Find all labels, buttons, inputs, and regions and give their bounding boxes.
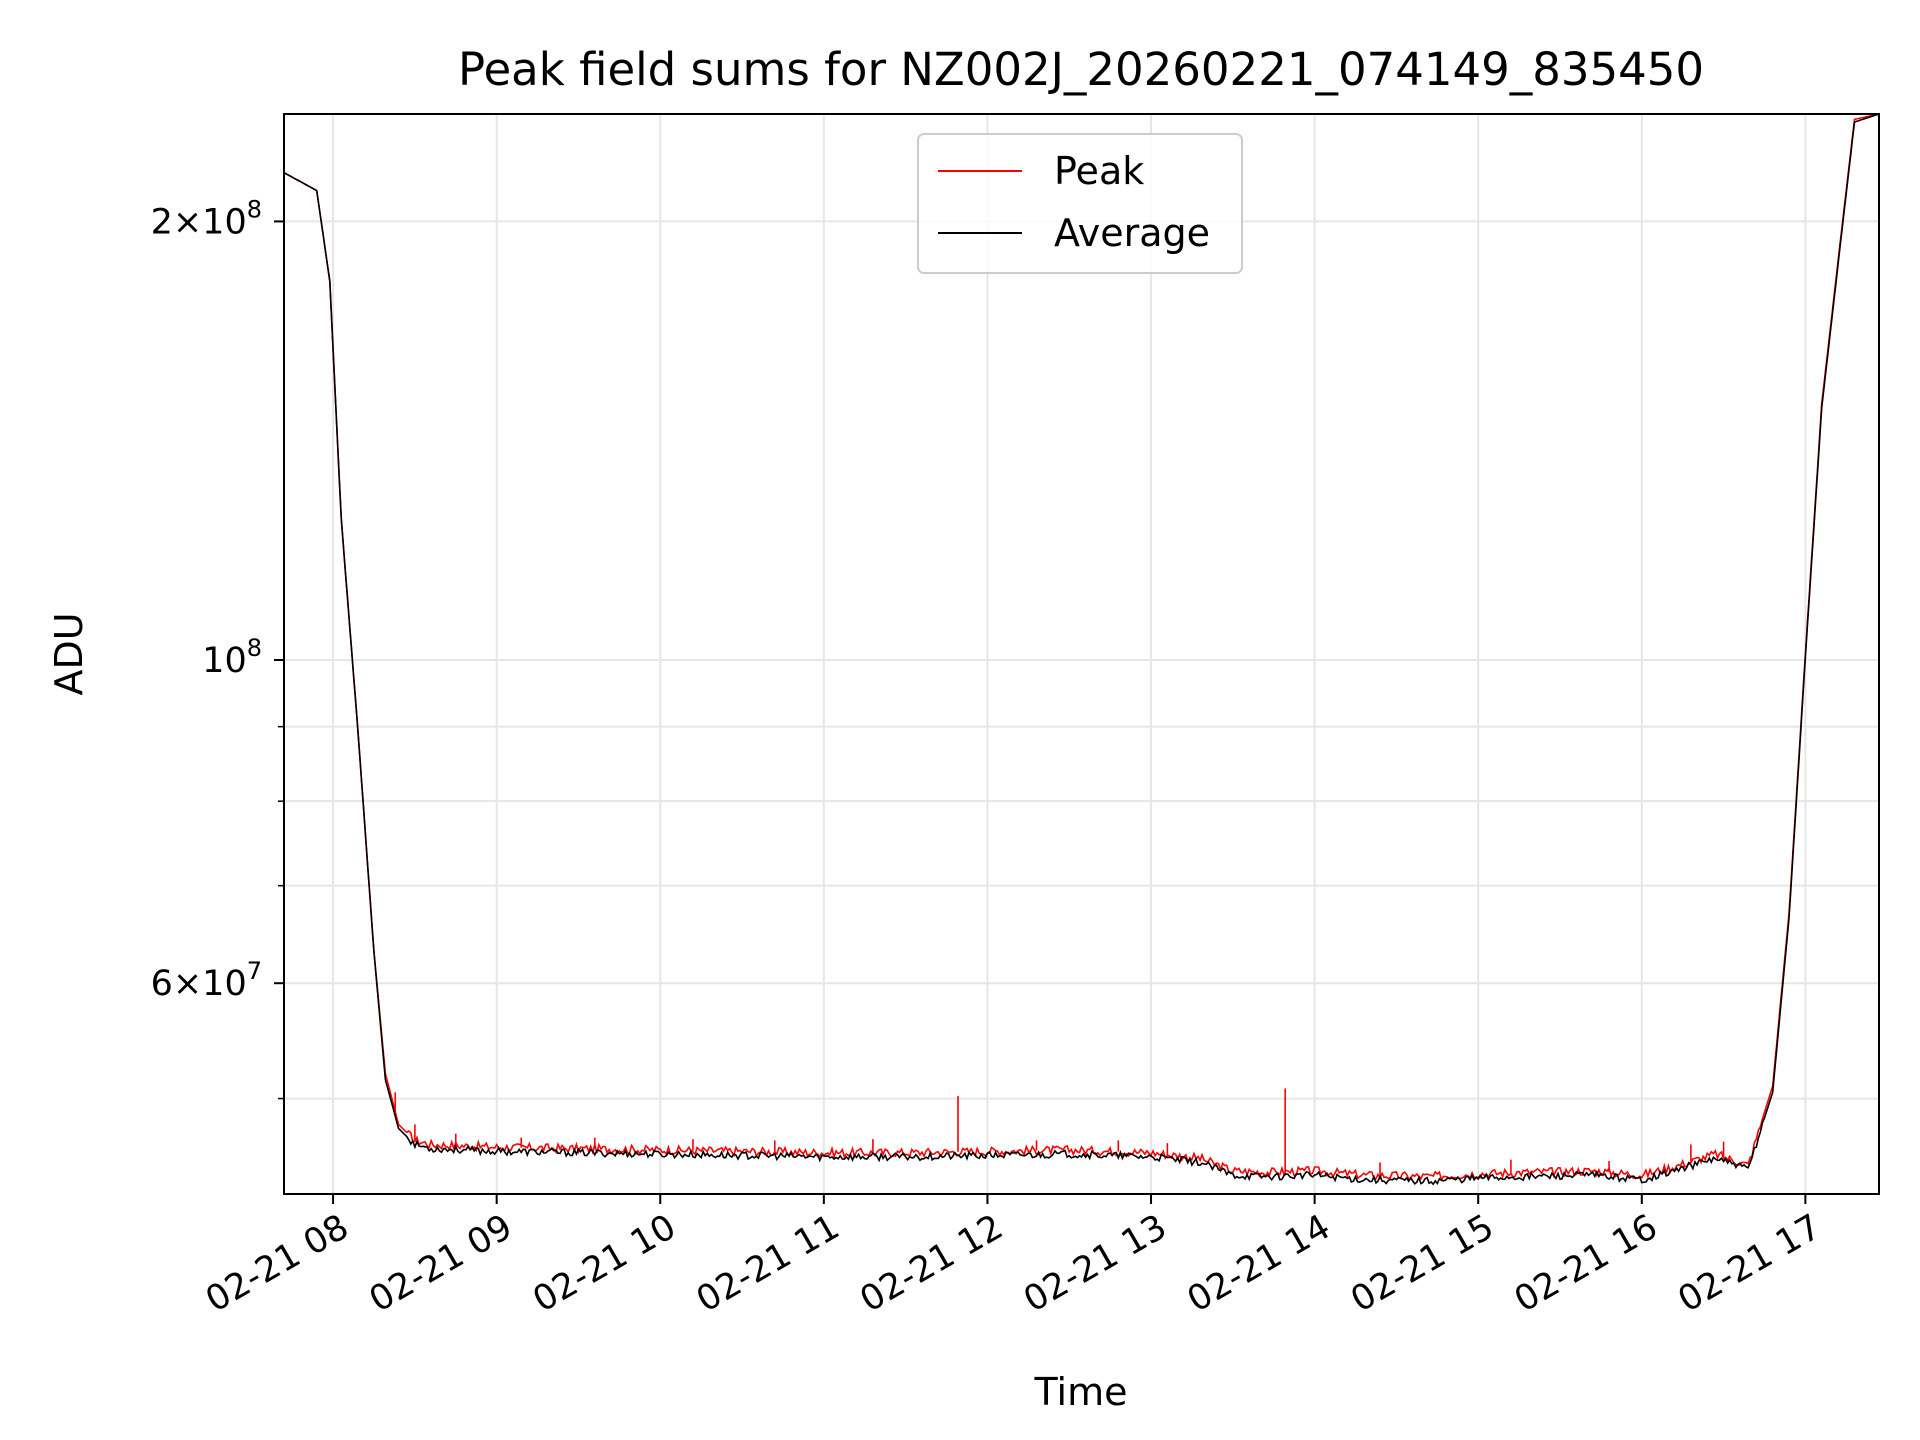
y-axis: 2×108 108 6×107 <box>151 195 284 1100</box>
y-tick-label: 2×108 <box>151 195 262 242</box>
legend-peak-label: Peak <box>1054 149 1144 193</box>
legend-box <box>917 133 1243 274</box>
y-axis-label: ADU <box>47 612 91 695</box>
plot-content <box>284 114 1879 1186</box>
chart-title: Peak field sums for NZ002J_20260221_0741… <box>458 43 1704 96</box>
plot-frame <box>283 113 1880 1195</box>
series-average-line <box>284 114 1879 1186</box>
y-tick-label: 6×107 <box>151 957 262 1004</box>
x-axis-label: Time <box>1034 1370 1128 1414</box>
legend: Peak Average <box>917 133 1243 274</box>
y-tick-label: 108 <box>202 634 262 681</box>
plot-area <box>284 114 1879 1194</box>
legend-average-label: Average <box>1054 211 1210 255</box>
